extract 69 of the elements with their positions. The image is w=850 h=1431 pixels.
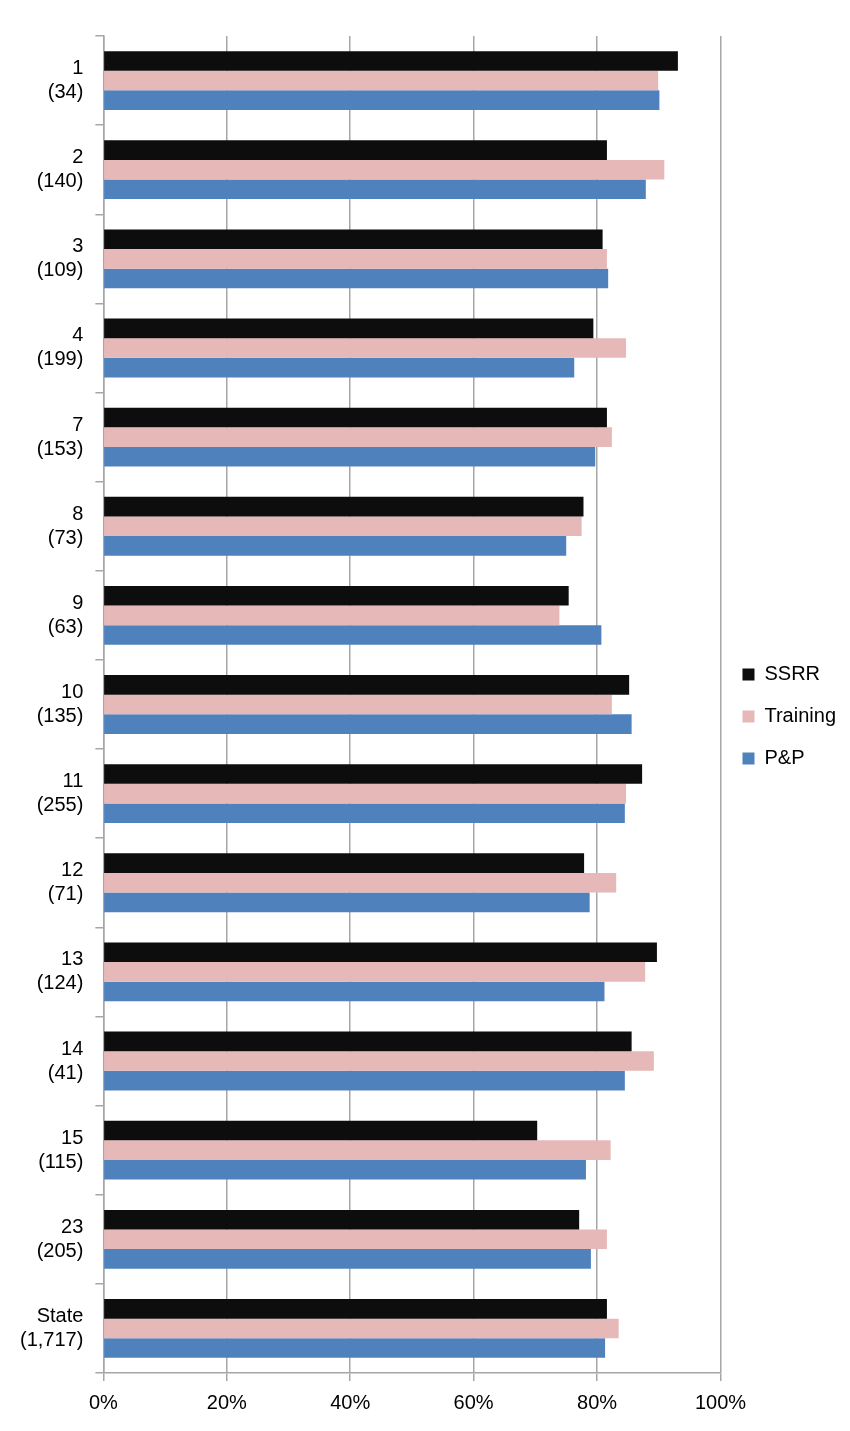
bar — [104, 1070, 625, 1091]
bar — [104, 1209, 580, 1230]
bar — [104, 783, 627, 804]
bar — [104, 1159, 586, 1180]
x-tick-label: 80% — [577, 1390, 618, 1413]
y-tick-label: 3 (109) — [36, 234, 84, 281]
bar — [104, 496, 584, 517]
x-tick-label: 20% — [206, 1390, 248, 1413]
y-tick-label: 11 (255) — [36, 769, 84, 816]
bar — [104, 446, 596, 467]
x-tick-label: 40% — [330, 1390, 371, 1413]
bar — [104, 427, 612, 447]
x-tick-label: 0% — [88, 1390, 119, 1413]
bar — [104, 179, 646, 200]
bar — [104, 1051, 654, 1071]
bar — [104, 357, 575, 378]
bar — [104, 675, 630, 695]
y-tick-label: 1 (34) — [47, 56, 84, 103]
y-tick-label: 14 (41) — [47, 1036, 84, 1083]
bar — [104, 764, 643, 784]
bar — [104, 516, 582, 537]
bar — [104, 318, 594, 339]
bar — [104, 1318, 619, 1339]
bar — [104, 1338, 606, 1358]
bar — [104, 159, 665, 180]
y-tick-label: 13 (124) — [36, 947, 84, 994]
bar — [104, 625, 602, 645]
x-tick-label: 60% — [453, 1390, 494, 1413]
bar — [104, 962, 646, 982]
bar — [104, 1031, 632, 1052]
bar — [104, 981, 605, 1002]
bar — [104, 694, 612, 715]
bar — [104, 872, 617, 893]
bar — [104, 140, 607, 160]
bar — [104, 892, 590, 913]
bar — [104, 605, 560, 626]
y-tick-label: 2 (140) — [36, 145, 84, 192]
bar — [104, 1140, 611, 1160]
y-tick-label: 4 (199) — [36, 323, 84, 370]
bar — [104, 942, 657, 963]
y-tick-label: 12 (71) — [47, 858, 84, 905]
bar — [104, 338, 627, 358]
bar — [104, 1229, 607, 1250]
bar — [104, 90, 660, 110]
y-tick-label: 23 (205) — [36, 1214, 84, 1261]
bar — [104, 268, 609, 289]
bar — [104, 1120, 538, 1141]
y-tick-label: 9 (63) — [47, 590, 84, 637]
bar — [104, 803, 625, 824]
legend-label: SSRR — [764, 662, 821, 685]
legend-label: P&P — [764, 746, 805, 769]
bar — [104, 70, 659, 91]
bar — [104, 1299, 607, 1319]
bar — [104, 249, 607, 269]
bar — [104, 585, 569, 606]
legend-label: Training — [764, 704, 836, 727]
y-tick-label: 8 (73) — [47, 501, 84, 548]
y-tick-label: State (1,717) — [19, 1303, 84, 1350]
bar — [104, 51, 678, 71]
y-tick-label: 10 (135) — [36, 680, 84, 727]
y-tick-label: 7 (153) — [36, 412, 84, 459]
bar — [104, 714, 632, 734]
bar — [104, 853, 585, 873]
bar — [104, 229, 603, 250]
bar — [104, 1249, 591, 1269]
bar — [104, 536, 567, 556]
x-tick-label: 100% — [694, 1390, 747, 1413]
y-tick-label: 15 (115) — [38, 1125, 84, 1172]
bar — [104, 407, 607, 428]
